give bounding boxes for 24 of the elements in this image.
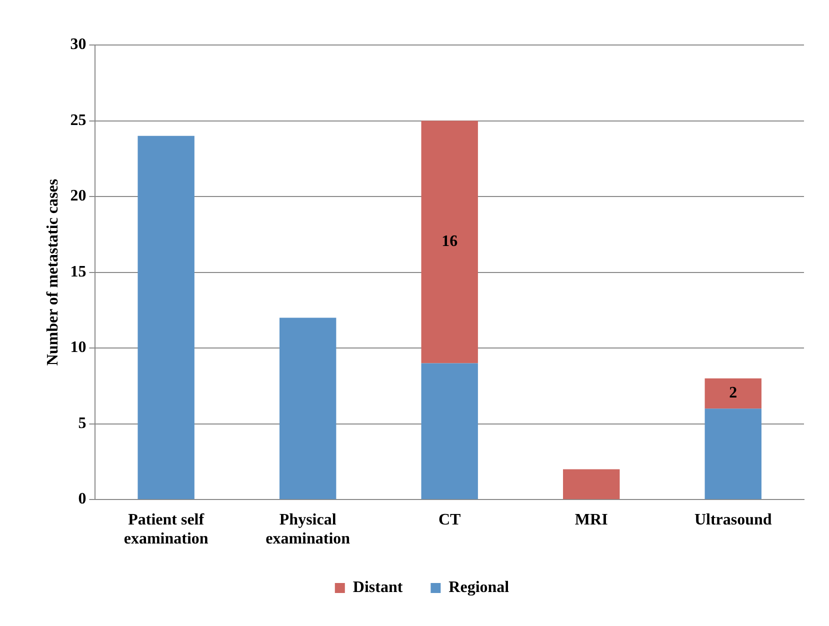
y-tick-label: 0 — [78, 490, 86, 508]
y-tick-label: 10 — [70, 339, 86, 356]
y-tick-label: 25 — [70, 112, 86, 129]
bar — [421, 363, 478, 500]
bar — [704, 408, 762, 500]
bar — [138, 136, 194, 500]
y-tick-label: 5 — [78, 414, 86, 432]
bar — [279, 318, 336, 500]
x-tick-label: Physical examination — [266, 511, 350, 548]
y-tick-label: 30 — [70, 36, 86, 54]
bar — [421, 120, 478, 364]
x-tick-label: CT — [438, 511, 462, 528]
y-axis-title: Number of metastatic cases — [44, 178, 62, 366]
x-tick-label: MRI — [574, 511, 608, 528]
y-tick-label: 15 — [70, 263, 86, 280]
bar — [563, 469, 620, 500]
legend-label: Regional — [448, 579, 510, 596]
x-tick-label: Patient self examination — [124, 511, 208, 548]
data-label: 2 — [729, 384, 738, 402]
data-label: 16 — [442, 233, 458, 250]
bar — [704, 378, 762, 409]
y-tick-label: 20 — [70, 188, 86, 205]
legend-label: Distant — [352, 579, 404, 596]
x-tick-label: Ultrasound — [694, 511, 772, 528]
